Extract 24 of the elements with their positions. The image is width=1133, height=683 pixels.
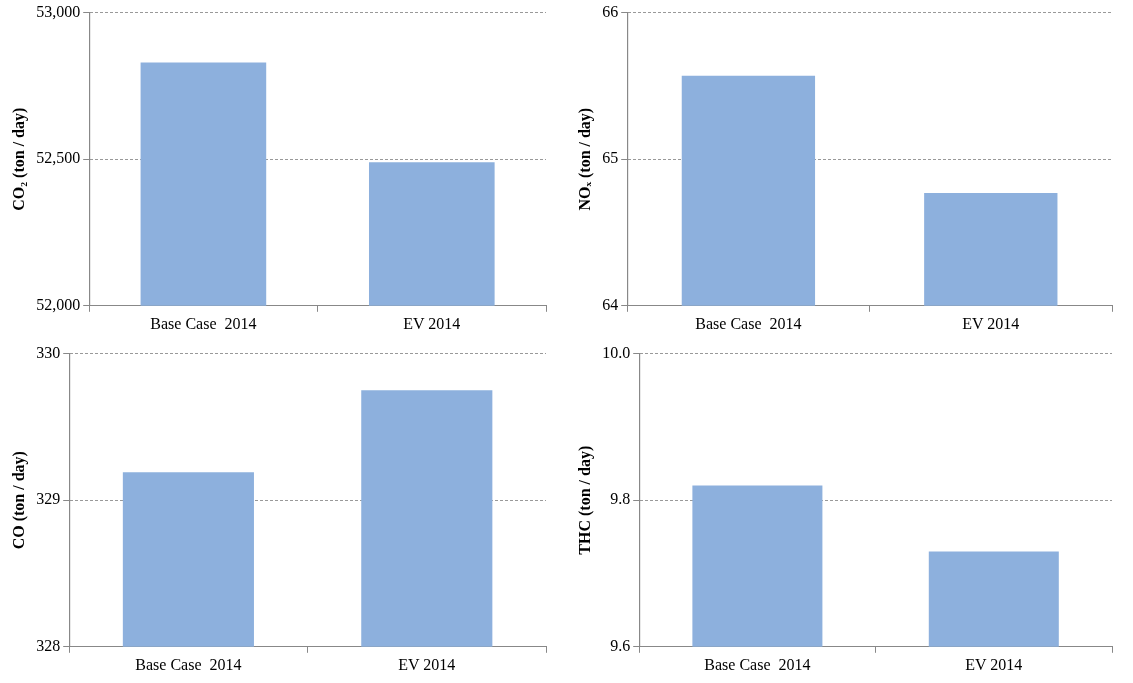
x-tick-label: Base Case 2014	[695, 314, 802, 332]
x-tick-label: Base Case 2014	[150, 314, 257, 332]
x-tick-label: EV 2014	[398, 655, 456, 673]
y-tick-label: 64	[602, 296, 619, 313]
y-tick-label: 66	[602, 2, 619, 20]
x-tick-label: EV 2014	[962, 314, 1020, 332]
y-tick-label: 9.6	[610, 637, 631, 654]
y-tick-label: 52,500	[36, 149, 81, 167]
x-tick-label: Base Case 2014	[135, 655, 242, 673]
y-axis-title: CO (ton / day)	[9, 451, 28, 550]
y-axis-title: CO₂ (ton / day)	[9, 107, 28, 211]
y-tick-label: 9.8	[610, 490, 631, 508]
y-tick-label: 330	[36, 343, 61, 361]
y-tick-label: 329	[36, 490, 61, 508]
y-axis-title: THC (ton / day)	[575, 445, 594, 555]
y-axis-title: NOₓ (ton / day)	[575, 107, 594, 211]
x-tick-label: EV 2014	[965, 655, 1023, 673]
y-tick-label: 53,000	[36, 2, 81, 20]
y-tick-label: 10.0	[602, 343, 631, 361]
x-tick-label: EV 2014	[403, 314, 461, 332]
x-tick-label: Base Case 2014	[704, 655, 811, 673]
y-tick-label: 65	[602, 149, 619, 167]
y-tick-label: 328	[36, 637, 61, 654]
y-tick-label: 52,000	[36, 296, 81, 313]
